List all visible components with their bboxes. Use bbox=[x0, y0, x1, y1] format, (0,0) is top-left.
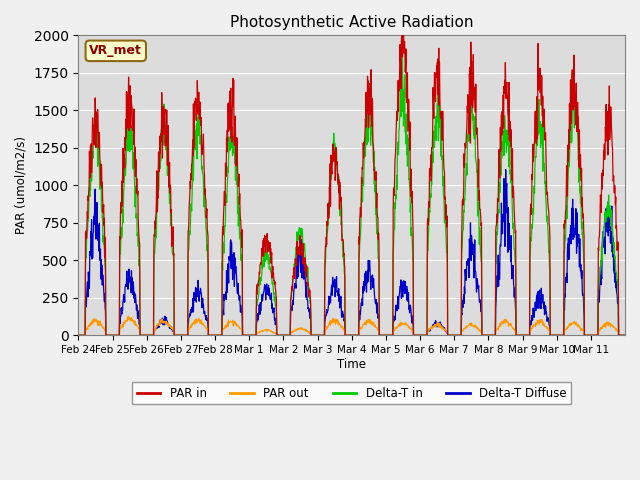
Y-axis label: PAR (umol/m2/s): PAR (umol/m2/s) bbox=[15, 136, 28, 234]
X-axis label: Time: Time bbox=[337, 358, 366, 371]
Legend: PAR in, PAR out, Delta-T in, Delta-T Diffuse: PAR in, PAR out, Delta-T in, Delta-T Dif… bbox=[132, 382, 572, 404]
Title: Photosynthetic Active Radiation: Photosynthetic Active Radiation bbox=[230, 15, 474, 30]
Text: VR_met: VR_met bbox=[90, 44, 142, 57]
